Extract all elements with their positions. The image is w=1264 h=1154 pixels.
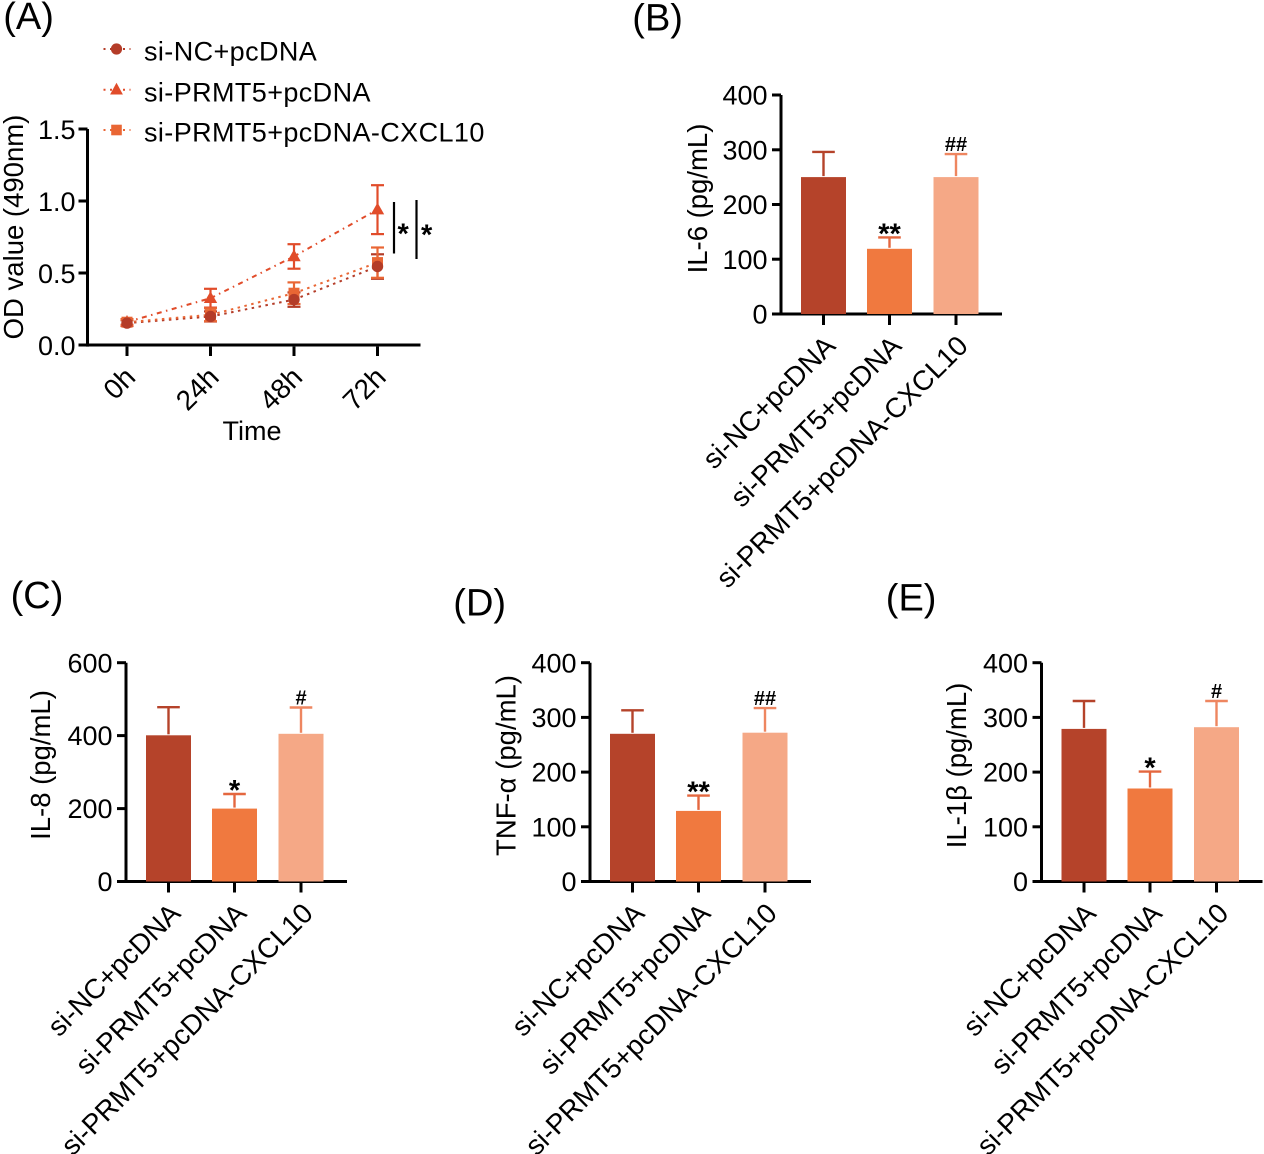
svg-text:200: 200	[67, 794, 112, 824]
svg-text:400: 400	[983, 648, 1028, 678]
svg-text:0: 0	[752, 300, 767, 330]
svg-text:##: ##	[945, 134, 967, 156]
svg-text:si-NC+pcDNA: si-NC+pcDNA	[144, 37, 317, 67]
svg-text:100: 100	[983, 812, 1028, 842]
svg-text:1.5: 1.5	[38, 115, 76, 145]
svg-text:300: 300	[531, 703, 576, 733]
svg-text:400: 400	[531, 648, 576, 678]
svg-text:0.0: 0.0	[38, 331, 76, 361]
svg-text:##: ##	[754, 688, 776, 710]
svg-text:300: 300	[722, 135, 767, 165]
svg-text:#: #	[295, 688, 306, 710]
svg-text:*: *	[1144, 753, 1156, 785]
svg-text:**: **	[878, 218, 901, 250]
svg-text:Time: Time	[223, 416, 282, 446]
svg-text:200: 200	[722, 190, 767, 220]
svg-text:*: *	[398, 219, 410, 251]
svg-text:#: #	[1211, 681, 1222, 703]
svg-text:IL-6 (pg/mL): IL-6 (pg/mL)	[682, 124, 713, 274]
svg-text:400: 400	[722, 81, 767, 111]
svg-text:**: **	[687, 777, 710, 809]
svg-text:si-PRMT5+pcDNA-CXCL10: si-PRMT5+pcDNA-CXCL10	[144, 118, 485, 148]
svg-text:1.0: 1.0	[38, 187, 76, 217]
svg-text:200: 200	[983, 758, 1028, 788]
svg-text:300: 300	[983, 703, 1028, 733]
svg-text:200: 200	[531, 758, 576, 788]
svg-text:0: 0	[1013, 867, 1028, 897]
svg-text:400: 400	[67, 721, 112, 751]
svg-text:0.5: 0.5	[38, 259, 76, 289]
svg-text:*: *	[229, 775, 241, 807]
svg-text:IL-1β (pg/mL): IL-1β (pg/mL)	[941, 683, 972, 849]
svg-text:100: 100	[722, 245, 767, 275]
svg-text:600: 600	[67, 648, 112, 678]
svg-text:(B): (B)	[632, 0, 683, 40]
svg-text:(C): (C)	[11, 575, 64, 617]
svg-text:0: 0	[97, 867, 112, 897]
svg-text:si-PRMT5+pcDNA: si-PRMT5+pcDNA	[144, 77, 371, 107]
svg-text:0: 0	[561, 867, 576, 897]
svg-text:(D): (D)	[453, 583, 506, 625]
svg-text:TNF-α (pg/mL): TNF-α (pg/mL)	[491, 675, 522, 856]
svg-text:(A): (A)	[3, 0, 54, 38]
svg-text:OD value (490nm): OD value (490nm)	[0, 115, 29, 340]
svg-text:IL-8 (pg/mL): IL-8 (pg/mL)	[25, 690, 56, 840]
svg-text:(E): (E)	[886, 578, 937, 620]
svg-text:100: 100	[531, 812, 576, 842]
svg-text:*: *	[421, 220, 433, 252]
